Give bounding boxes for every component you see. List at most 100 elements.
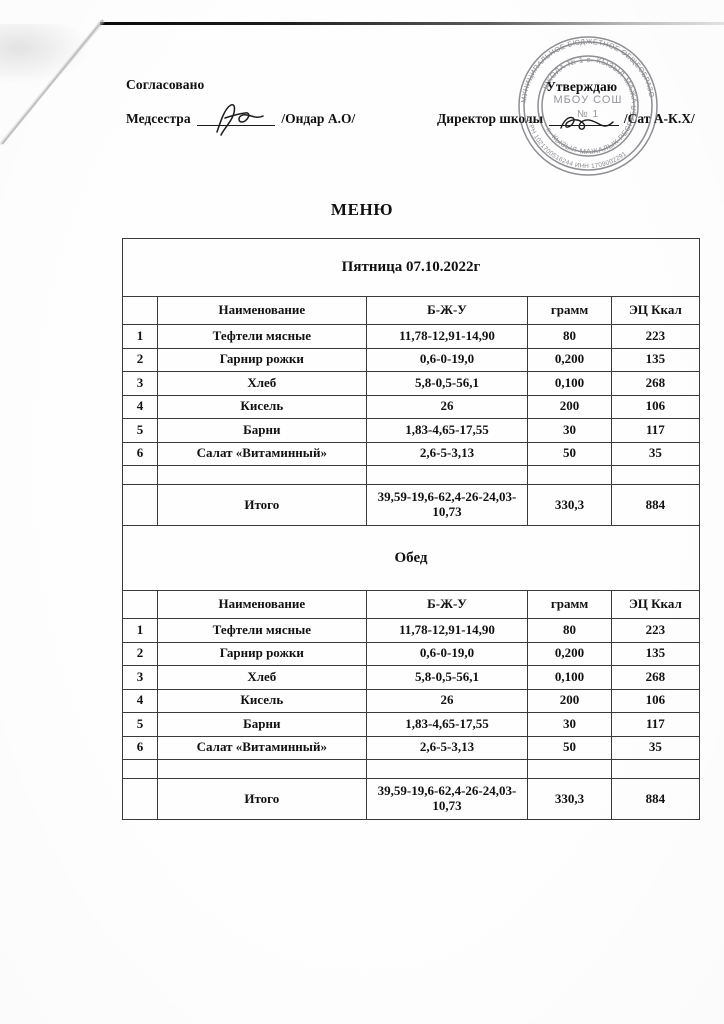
total-bzu: 39,59-19,6-62,4-26-24,03-10,73 xyxy=(365,484,529,526)
cell-name: Барни xyxy=(156,712,367,737)
signature-rule xyxy=(196,125,275,126)
table-row: 2 Гарнир рожки 0,6-0-19,0 0,200 135 xyxy=(122,347,701,372)
cell-bzu: 2,6-5-3,13 xyxy=(365,735,529,760)
cell-kcal: 106 xyxy=(610,688,701,713)
cell-bzu: 11,78-12,91-14,90 xyxy=(365,324,529,349)
cell-gram: 200 xyxy=(527,394,612,419)
total-kcal: 884 xyxy=(610,484,701,526)
cell-gram: 0,100 xyxy=(527,371,612,396)
cell-kcal: 135 xyxy=(610,347,701,372)
table-row: 4 Кисель 26 200 106 xyxy=(122,688,701,713)
table-row: 3 Хлеб 5,8-0,5-56,1 0,100 268 xyxy=(122,371,701,396)
cell-name: Хлеб xyxy=(156,371,367,396)
cell-name: Кисель xyxy=(156,394,367,419)
cell-kcal: 223 xyxy=(610,618,701,643)
header-gram: грамм xyxy=(527,590,612,619)
header-bzu: Б-Ж-У xyxy=(365,296,529,325)
total-label: Итого xyxy=(156,484,367,526)
cell-gram: 30 xyxy=(527,418,612,443)
blank-cell xyxy=(610,465,701,485)
total-gram: 330,3 xyxy=(527,778,612,820)
header-num xyxy=(122,590,158,619)
table-row: 1 Тефтели мясные 11,78-12,91-14,90 80 22… xyxy=(122,324,701,349)
cell-bzu: 5,8-0,5-56,1 xyxy=(365,371,529,396)
cell-num: 4 xyxy=(122,688,158,713)
table-row: 6 Салат «Витаминный» 2,6-5-3,13 50 35 xyxy=(122,441,701,466)
cell-num: 3 xyxy=(122,665,158,690)
cell-gram: 0,200 xyxy=(527,641,612,666)
cell-num: 5 xyxy=(122,418,158,443)
cell-name: Салат «Витаминный» xyxy=(156,735,367,760)
table-row: 5 Барни 1,83-4,65-17,55 30 117 xyxy=(122,418,701,443)
table-row: 3 Хлеб 5,8-0,5-56,1 0,100 268 xyxy=(122,665,701,690)
agreed-label: Согласовано xyxy=(126,77,205,92)
blank-row xyxy=(122,465,701,485)
blank-cell xyxy=(122,465,158,485)
blank-cell xyxy=(527,465,612,485)
cell-name: Тефтели мясные xyxy=(156,324,367,349)
cell-num: 1 xyxy=(122,324,158,349)
cell-kcal: 268 xyxy=(610,665,701,690)
table-row: 6 Салат «Витаминный» 2,6-5-3,13 50 35 xyxy=(122,735,701,760)
nurse-signature-slot xyxy=(196,103,275,136)
total-label: Итого xyxy=(156,778,367,820)
cell-num: 6 xyxy=(122,735,158,760)
cell-num: 5 xyxy=(122,712,158,737)
cell-gram: 0,200 xyxy=(527,347,612,372)
cell-bzu: 26 xyxy=(365,394,529,419)
cell-num: 1 xyxy=(122,618,158,643)
table-row: 4 Кисель 26 200 106 xyxy=(122,394,701,419)
nurse-name-label: /Ондар А.О/ xyxy=(281,111,356,126)
column-header-row: Наименование Б-Ж-У грамм ЭЦ Ккал xyxy=(122,590,701,619)
cell-name: Салат «Витаминный» xyxy=(156,441,367,466)
cell-kcal: 268 xyxy=(610,371,701,396)
handwritten-signature-icon xyxy=(216,103,264,136)
approved-label: Утверждаю xyxy=(546,79,618,94)
section-band-row: Обед xyxy=(122,525,700,591)
cell-kcal: 135 xyxy=(610,641,701,666)
blank-row xyxy=(122,759,701,779)
cell-name: Гарнир рожки xyxy=(156,641,367,666)
cell-name: Кисель xyxy=(156,688,367,713)
table-row: 5 Барни 1,83-4,65-17,55 30 117 xyxy=(122,712,701,737)
header-gram: грамм xyxy=(527,296,612,325)
cell-kcal: 223 xyxy=(610,324,701,349)
menu-table-wrapper: Пятница 07.10.2022г Наименование Б-Ж-У г… xyxy=(122,238,701,820)
cell-bzu: 2,6-5-3,13 xyxy=(365,441,529,466)
section-band-label: Обед xyxy=(122,525,700,591)
cell-gram: 50 xyxy=(527,441,612,466)
cell-kcal: 117 xyxy=(610,712,701,737)
table-row: 1 Тефтели мясные 11,78-12,91-14,90 80 22… xyxy=(122,618,701,643)
cell-gram: 80 xyxy=(527,324,612,349)
cell-kcal: 35 xyxy=(610,735,701,760)
cell-gram: 50 xyxy=(527,735,612,760)
menu-table: Пятница 07.10.2022г Наименование Б-Ж-У г… xyxy=(122,238,701,820)
cell-bzu: 26 xyxy=(365,688,529,713)
director-signature-slot xyxy=(548,113,619,130)
cell-num: 2 xyxy=(122,641,158,666)
blank-cell xyxy=(610,759,701,779)
cell-bzu: 5,8-0,5-56,1 xyxy=(365,665,529,690)
cell-name: Тефтели мясные xyxy=(156,618,367,643)
cell-bzu: 0,6-0-19,0 xyxy=(365,347,529,372)
director-role-label: Директор школы xyxy=(437,111,544,126)
total-bzu: 39,59-19,6-62,4-26-24,03-10,73 xyxy=(365,778,529,820)
cell-kcal: 106 xyxy=(610,394,701,419)
header-kcal: ЭЦ Ккал xyxy=(610,296,701,325)
cell-name: Гарнир рожки xyxy=(156,347,367,372)
blank-cell xyxy=(122,759,158,779)
handwritten-signature-icon xyxy=(559,116,614,130)
header-bzu: Б-Ж-У xyxy=(365,590,529,619)
total-row: Итого 39,59-19,6-62,4-26-24,03-10,73 330… xyxy=(122,484,701,526)
cell-gram: 80 xyxy=(527,618,612,643)
cell-gram: 0,100 xyxy=(527,665,612,690)
section-band-label: Пятница 07.10.2022г xyxy=(122,238,700,297)
header-kcal: ЭЦ Ккал xyxy=(610,590,701,619)
blank-cell xyxy=(365,465,529,485)
table-row: 2 Гарнир рожки 0,6-0-19,0 0,200 135 xyxy=(122,641,701,666)
blank-cell xyxy=(156,465,367,485)
director-signature-line: Директор школы /Сат А-К.Х/ xyxy=(437,111,695,130)
column-header-row: Наименование Б-Ж-У грамм ЭЦ Ккал xyxy=(122,296,701,325)
cell-bzu: 1,83-4,65-17,55 xyxy=(365,712,529,737)
total-num-cell xyxy=(122,778,158,820)
